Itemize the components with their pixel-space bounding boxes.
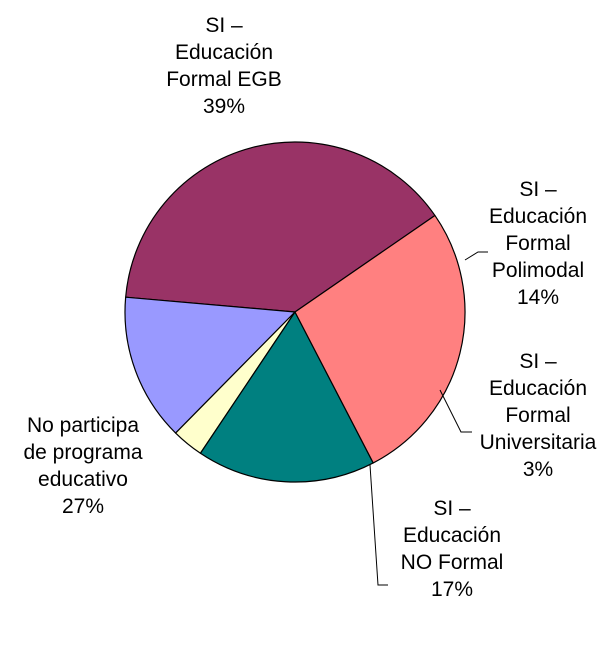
slice-labels: SI – Educación Formal EGB 39% SI – Educación F… bbox=[23, 14, 596, 601]
pie-slice-1 bbox=[125, 141, 436, 313]
slice-label-2: SI – Educación Formal Polimodal 14% bbox=[489, 178, 587, 309]
slice-label-4: SI – Educación NO Formal 17% bbox=[401, 497, 504, 601]
slice-label-line: SI – bbox=[205, 14, 243, 37]
leader-line-4 bbox=[369, 464, 388, 586]
pie-slices bbox=[124, 141, 466, 483]
slice-label-line: Educación bbox=[175, 41, 273, 64]
slice-label-line: educativo bbox=[38, 468, 128, 491]
leader-lines bbox=[369, 251, 488, 586]
slice-label-line: NO Formal bbox=[401, 551, 504, 574]
slice-label-line: de programa bbox=[23, 441, 142, 464]
slice-label-line: No participa bbox=[27, 414, 139, 437]
slice-label-line: Educación bbox=[489, 377, 587, 400]
slice-label-line: Formal bbox=[505, 404, 570, 427]
leader-line-2 bbox=[464, 251, 488, 261]
pie-slice-2 bbox=[124, 296, 296, 434]
pie-slice-5 bbox=[294, 214, 466, 464]
slice-label-line: Educación bbox=[403, 524, 501, 547]
slice-percent-label: 3% bbox=[523, 458, 553, 481]
slice-label-line: SI – bbox=[519, 178, 557, 201]
slice-percent-label: 27% bbox=[62, 495, 104, 518]
slice-label-5: No participa de programa educativo 27% bbox=[23, 414, 142, 518]
slice-label-line: SI – bbox=[519, 350, 557, 373]
slice-label-line: Polimodal bbox=[492, 259, 584, 282]
slice-label-3: SI – Educación Formal Universitaria 3% bbox=[480, 350, 597, 481]
slice-percent-label: 14% bbox=[517, 286, 559, 309]
slice-label-line: SI – bbox=[433, 497, 471, 520]
leader-line-3 bbox=[439, 389, 472, 433]
slice-label-line: Formal bbox=[505, 232, 570, 255]
slice-percent-label: 17% bbox=[431, 578, 473, 601]
slice-label-1: SI – Educación Formal EGB 39% bbox=[166, 14, 282, 118]
pie-slice-4 bbox=[199, 311, 374, 483]
slice-label-line: Universitaria bbox=[480, 431, 597, 454]
slice-percent-label: 39% bbox=[203, 95, 245, 118]
slice-label-line: Formal EGB bbox=[166, 68, 282, 91]
slice-label-line: Educación bbox=[489, 205, 587, 228]
